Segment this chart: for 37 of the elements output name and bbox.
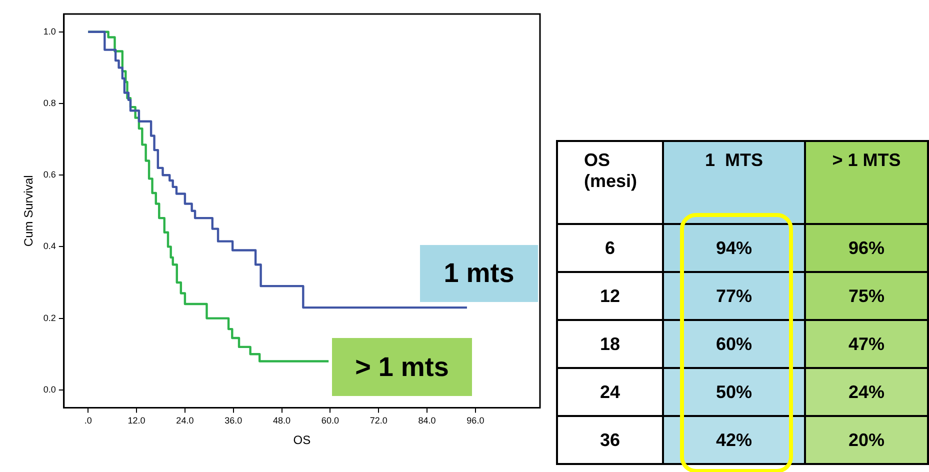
y-axis-title: Cum Survival: [22, 175, 36, 247]
y-tick-label: 0.4: [43, 241, 56, 252]
x-tick-label: 84.0: [418, 416, 436, 426]
x-tick-label: 60.0: [321, 416, 339, 426]
data-label: 60%: [663, 320, 805, 368]
column-header-cell: 1 MTS: [663, 141, 805, 224]
x-tick-label: 36.0: [224, 416, 242, 426]
x-tick-label: 72.0: [370, 416, 388, 426]
y-tick-label: 18: [557, 320, 664, 368]
data-label: 42%: [663, 416, 805, 464]
y-tick-label: 1.0: [43, 26, 56, 36]
x-axis-title: OS: [293, 433, 311, 448]
series-label: > 1 mts: [332, 338, 472, 396]
data-label: 24%: [804, 368, 928, 416]
y-tick-label: 0.2: [43, 312, 56, 323]
y-tick-label: 0.8: [43, 98, 56, 108]
x-tick-label: 12.0: [128, 416, 146, 426]
y-tick-label: 6: [557, 224, 664, 272]
data-label: 75%: [804, 272, 928, 320]
x-tick-label: .0: [84, 416, 92, 426]
data-label: 47%: [804, 320, 928, 368]
x-tick-label: 96.0: [466, 416, 484, 426]
data-label: 77%: [663, 272, 805, 320]
y-tick-label: 24: [557, 368, 664, 416]
y-tick-label: 12: [557, 272, 664, 320]
y-tick-label: 0.0: [43, 384, 56, 394]
series-label: 1 mts: [420, 245, 538, 302]
data-label: 20%: [804, 416, 928, 464]
data-label: 50%: [663, 368, 805, 416]
x-tick-label: 48.0: [273, 416, 291, 426]
column-header-cell: > 1 MTS: [804, 141, 928, 224]
data-label: 94%: [663, 224, 805, 272]
y-axis-title: OS (mesi): [557, 141, 664, 224]
y-tick-label: 36: [557, 416, 664, 464]
y-tick-label: 0.6: [43, 170, 56, 180]
data-label: 96%: [804, 224, 928, 272]
x-tick-label: 24.0: [176, 416, 194, 426]
